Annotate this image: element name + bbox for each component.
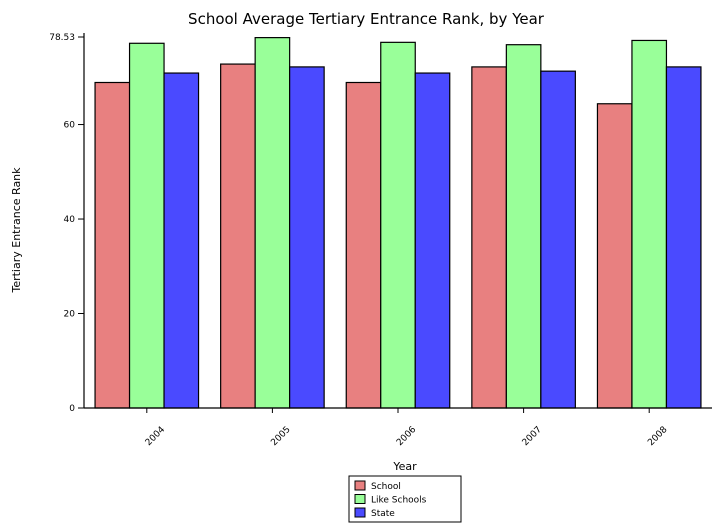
x-tick-label: 2007 xyxy=(521,425,544,448)
legend: School Like Schools State xyxy=(348,475,462,523)
bar-like-schools-2005 xyxy=(254,37,291,409)
legend-label: Like Schools xyxy=(371,496,427,506)
y-tick-label: 60 xyxy=(64,121,76,131)
bar-school-2004 xyxy=(94,81,131,409)
bar-school-2007 xyxy=(471,66,507,409)
bar-school-2005 xyxy=(220,63,256,409)
x-tick-label: 2004 xyxy=(144,425,167,448)
legend-label: State xyxy=(371,509,395,519)
bar-like-schools-2008 xyxy=(631,39,668,409)
legend-label: School xyxy=(371,482,401,492)
bar-state-2008 xyxy=(665,66,702,409)
x-axis-label: Year xyxy=(392,460,417,473)
bar-state-2007 xyxy=(540,70,576,409)
x-tick-label: 2006 xyxy=(395,425,418,448)
bar-state-2005 xyxy=(289,66,325,409)
legend-swatch-school xyxy=(354,480,366,491)
y-axis-label: Tertiary Entrance Rank xyxy=(10,167,23,294)
y-tick-label: 0 xyxy=(69,404,75,414)
x-tick-label: 2005 xyxy=(269,425,292,448)
x-tick-label: 2008 xyxy=(646,425,669,448)
legend-swatch-state xyxy=(354,507,366,518)
bar-like-schools-2004 xyxy=(128,42,165,409)
y-tick-label: 78.53 xyxy=(49,33,75,43)
y-tick-label: 40 xyxy=(64,215,76,225)
bar-school-2008 xyxy=(596,103,633,409)
legend-swatch-like-schools xyxy=(354,494,366,504)
y-tick-label: 20 xyxy=(64,310,76,320)
bar-like-schools-2006 xyxy=(380,41,416,409)
bar-state-2004 xyxy=(163,72,200,409)
legend-box xyxy=(348,475,462,523)
bar-state-2006 xyxy=(414,72,451,409)
chart-title: School Average Tertiary Entrance Rank, b… xyxy=(188,10,545,28)
bars-group xyxy=(94,37,702,409)
bar-school-2006 xyxy=(345,81,382,409)
bar-like-schools-2007 xyxy=(505,44,542,409)
